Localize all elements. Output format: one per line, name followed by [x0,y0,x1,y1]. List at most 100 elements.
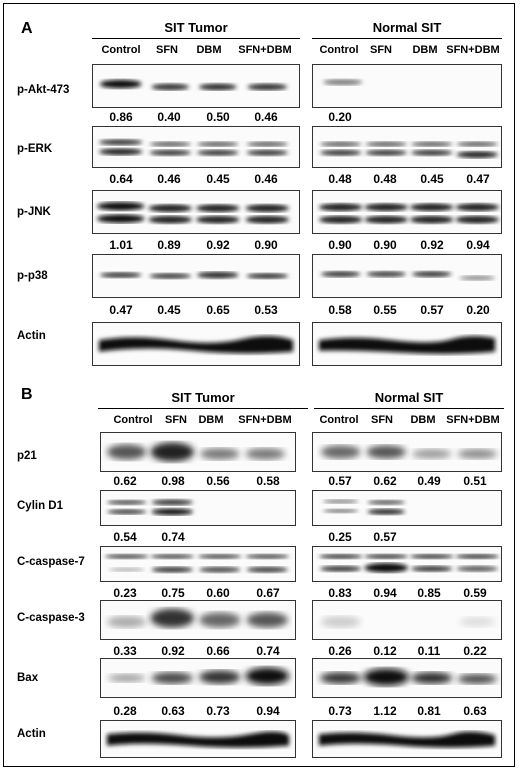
value: 0.66 [206,644,230,658]
row-label-c-caspase-7: C-caspase-7 [17,556,85,568]
value: 0.62 [113,474,137,488]
value: 0.23 [113,586,137,600]
value: 0.45 [206,172,230,186]
b-tumor-col-dbm: DBM [198,414,224,426]
blot-tumor-p-p38 [92,254,300,298]
figure-frame [3,3,515,767]
value: 0.53 [254,303,278,317]
blot-normal-p-p38 [312,254,502,298]
value: 0.74 [161,530,185,544]
blot-normal-p-erk [312,126,502,168]
value: 0.49 [417,474,441,488]
value: 1.01 [109,238,133,252]
blot-normal-bax [312,658,502,698]
row-label-c-caspase-3: C-caspase-3 [17,612,85,624]
value: 0.60 [206,586,230,600]
row-label-cylin-d1: Cylin D1 [17,500,64,512]
value: 0.90 [328,238,352,252]
value: 0.48 [328,172,352,186]
value: 0.51 [463,474,487,488]
b-normal-col-dbm: DBM [410,414,436,426]
row-label-p-p38: p-p38 [17,270,48,282]
blot-tumor-cylin-d1 [100,490,296,526]
value: 0.92 [161,644,185,658]
row-label-actin: Actin [17,728,46,740]
row-label-p21: p21 [17,450,37,462]
value: 0.45 [157,303,181,317]
panel-a-normal-title-line [312,38,502,39]
value: 0.57 [328,474,352,488]
blot-normal-actin-a [312,322,502,366]
value: 0.50 [206,110,230,124]
value: 0.40 [157,110,181,124]
value: 0.73 [328,704,352,718]
blot-tumor-bax [100,658,296,698]
panel-b-tumor-title: SIT Tumor [171,390,235,405]
value: 0.12 [373,644,397,658]
value: 0.55 [373,303,397,317]
value: 0.46 [254,172,278,186]
blot-tumor-p21 [100,432,296,472]
value: 1.12 [373,704,397,718]
value: 0.89 [157,238,181,252]
b-tumor-col-sfn-dbm: SFN+DBM [238,414,292,426]
value: 0.92 [206,238,230,252]
panel-a-tumor-title: SIT Tumor [164,20,228,35]
value: 0.73 [206,704,230,718]
blot-normal-p-jnk [312,190,502,234]
value: 0.22 [463,644,487,658]
panel-a-normal-title: Normal SIT [372,20,442,35]
value: 0.75 [161,586,185,600]
row-label-p-jnk: p-JNK [17,206,51,218]
panel-b-normal-title-line [314,408,504,409]
row-label-actin: Actin [17,330,46,342]
blot-normal-actin-b [312,720,502,758]
value: 0.25 [328,530,352,544]
blot-normal-cylin-d1 [312,490,502,526]
b-normal-col-sfn: SFN [371,414,393,426]
value: 0.57 [373,530,397,544]
value: 0.90 [254,238,278,252]
blot-normal-p21 [312,432,502,472]
value: 0.98 [161,474,185,488]
value: 0.65 [206,303,230,317]
value: 0.64 [109,172,133,186]
value: 0.46 [254,110,278,124]
value: 0.85 [417,586,441,600]
blot-tumor-p-erk [92,126,300,168]
blot-tumor-p-jnk [92,190,300,234]
panel-b-normal-title: Normal SIT [374,390,444,405]
blot-tumor-c-caspase-3 [100,600,296,640]
value: 0.62 [373,474,397,488]
a-normal-col-sfn: SFN [370,44,392,56]
value: 0.47 [466,172,490,186]
value: 0.58 [328,303,352,317]
value: 0.83 [328,586,352,600]
value: 0.11 [417,644,441,658]
value: 0.94 [373,586,397,600]
a-tumor-col-sfn: SFN [156,44,178,56]
blot-tumor-actin-a [92,322,300,366]
a-tumor-col-control: Control [101,44,141,56]
panel-a-letter: A [21,20,33,37]
a-tumor-col-dbm: DBM [196,44,222,56]
value: 0.28 [113,704,137,718]
value: 0.90 [373,238,397,252]
value: 0.26 [328,644,352,658]
value: 0.57 [420,303,444,317]
panel-a-tumor-title-line [92,38,300,39]
value: 0.63 [463,704,487,718]
row-label-bax: Bax [17,672,39,684]
panel-b-tumor-title-line [98,408,308,409]
a-normal-col-sfn-dbm: SFN+DBM [446,44,500,56]
blot-tumor-c-caspase-7 [100,546,296,582]
value: 0.94 [466,238,490,252]
value: 0.94 [256,704,280,718]
blot-normal-p-akt [312,64,502,108]
value: 0.48 [373,172,397,186]
value: 0.47 [109,303,133,317]
a-tumor-col-sfn-dbm: SFN+DBM [238,44,292,56]
value: 0.33 [113,644,137,658]
row-label-p-akt-473: p-Akt-473 [17,84,70,96]
value: 0.56 [206,474,230,488]
